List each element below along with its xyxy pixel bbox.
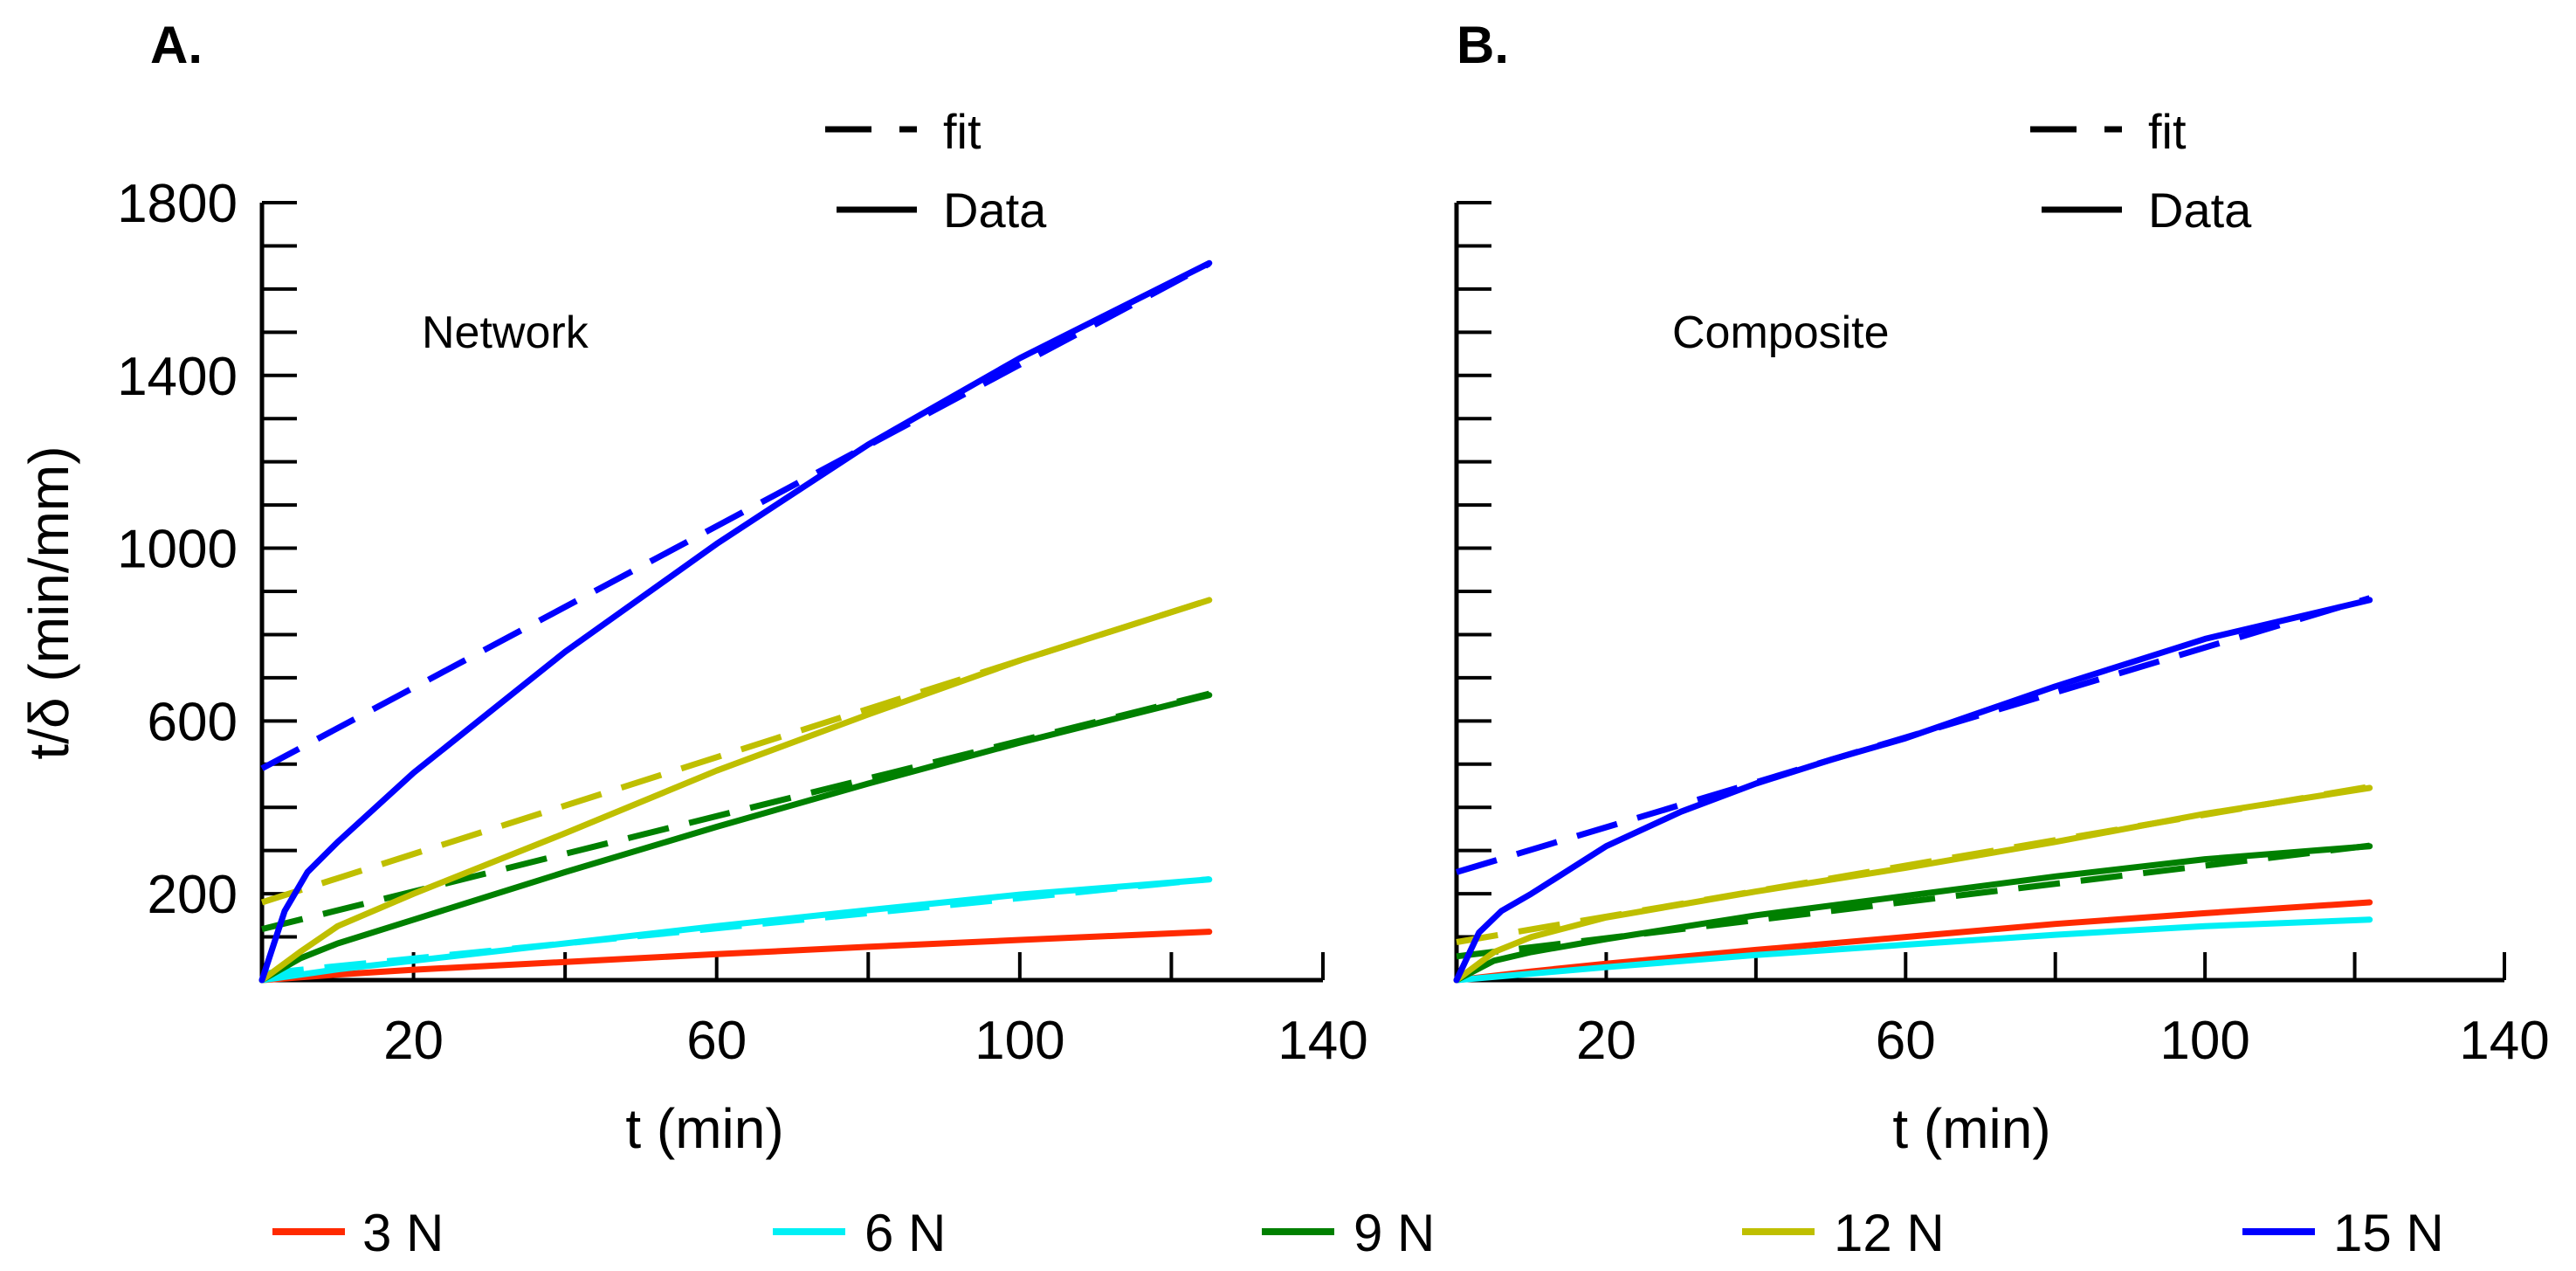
- color-legend-label-6n: 6 N: [864, 1204, 946, 1262]
- x-tick-label-a: 140: [1278, 1011, 1367, 1071]
- color-legend-item: 12 N: [1742, 1204, 1945, 1262]
- color-legend-label-12n: 12 N: [1834, 1204, 1945, 1262]
- data-line-9n-b: [1453, 843, 2373, 984]
- y-tick-label-a: 1000: [117, 520, 238, 580]
- x-tick-label-b: 60: [1876, 1011, 1936, 1071]
- panel-composite: B. Composite t (min) fit Data 20 60 100 140: [1453, 16, 2550, 1160]
- data-line-6n-a: [258, 876, 1213, 984]
- x-tick-label-b: 20: [1576, 1011, 1636, 1071]
- color-legend-label-9n: 9 N: [1353, 1204, 1435, 1262]
- x-tick-label-a: 100: [975, 1011, 1064, 1071]
- color-legend-item: 3 N: [272, 1204, 444, 1262]
- panel-annotation-composite: Composite: [1672, 307, 1890, 358]
- color-legend-item: 9 N: [1262, 1204, 1435, 1262]
- panel-annotation-network: Network: [422, 307, 589, 358]
- style-legend-a: fit Data: [825, 104, 1047, 238]
- y-axis-title-a: t/δ (min/mm): [17, 446, 80, 759]
- color-legend-item: 6 N: [773, 1204, 946, 1262]
- legend-data-label-b: Data: [2148, 183, 2252, 238]
- panel-network: A. Network t (min) t/δ (min/mm) fit Data…: [17, 16, 1368, 1160]
- x-tick-label-b: 100: [2159, 1011, 2249, 1071]
- data-line-12n-a: [258, 597, 1213, 984]
- color-legend-label-3n: 3 N: [362, 1204, 444, 1262]
- panel-label-b: B.: [1457, 16, 1509, 74]
- data-line-6n-b: [1453, 916, 2373, 984]
- legend-fit-label-a: fit: [943, 104, 981, 159]
- x-tick-label-a: 20: [383, 1011, 444, 1071]
- legend-data-label-a: Data: [943, 183, 1047, 238]
- data-line-15n-b: [1453, 597, 2373, 984]
- legend-fit-label-b: fit: [2148, 104, 2187, 159]
- color-legend-label-15n: 15 N: [2333, 1204, 2444, 1262]
- color-legend: 3 N 6 N 9 N 12 N 15 N: [272, 1204, 2444, 1262]
- data-line-12n-b: [1453, 784, 2373, 984]
- fit-line-15n-a: [260, 260, 1211, 771]
- style-legend-b: fit Data: [2030, 104, 2252, 238]
- data-line-9n-a: [258, 692, 1213, 984]
- y-tick-label-a: 1800: [117, 174, 238, 234]
- y-tick-label-a: 600: [148, 692, 238, 752]
- x-tick-label-a: 60: [686, 1011, 747, 1071]
- x-axis-title-a: t (min): [625, 1097, 783, 1160]
- color-legend-item: 15 N: [2242, 1204, 2444, 1262]
- y-tick-label-a: 200: [148, 865, 238, 925]
- panel-label-a: A.: [150, 16, 203, 74]
- data-line-3n-a: [258, 929, 1213, 984]
- data-line-15n-a: [258, 259, 1213, 984]
- x-tick-label-b: 140: [2459, 1011, 2549, 1071]
- x-axis-title-b: t (min): [1892, 1097, 2050, 1160]
- y-tick-label-a: 1400: [117, 347, 238, 407]
